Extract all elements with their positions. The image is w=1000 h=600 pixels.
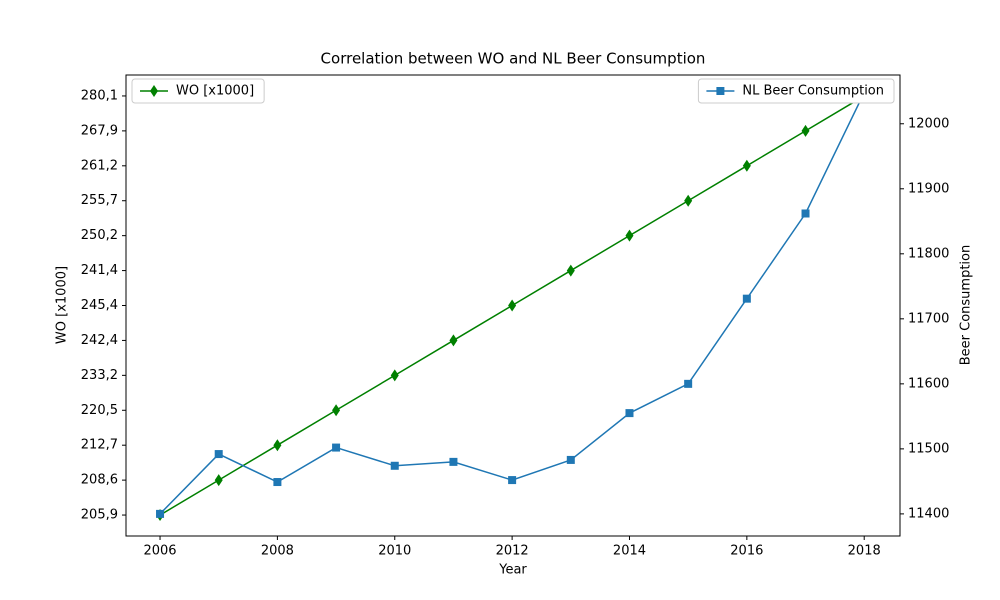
- marker: [625, 229, 634, 242]
- legend-box: [131, 78, 265, 104]
- marker: [508, 476, 517, 485]
- x-tick-label: 2012: [496, 544, 529, 559]
- marker: [508, 299, 517, 312]
- y-tick-label: 250,2: [81, 228, 118, 243]
- marker: [214, 474, 223, 487]
- marker: [742, 159, 751, 172]
- y2-tick-label: 11900: [908, 181, 949, 196]
- x-tick-label: 2014: [613, 544, 646, 559]
- legend: WO [x1000]: [131, 78, 265, 104]
- marker: [390, 369, 399, 382]
- x-tick-label: 2008: [261, 544, 294, 559]
- x-tick-label: 2016: [730, 544, 763, 559]
- legend-label: NL Beer Consumption: [742, 84, 884, 99]
- x-axis-label: Year: [498, 563, 527, 578]
- marker: [566, 264, 575, 277]
- legend-label: WO [x1000]: [176, 84, 254, 99]
- y-axis-label: WO [x1000]: [55, 266, 70, 344]
- y-tick-label: 267,9: [81, 123, 118, 138]
- y-tick-label: 220,5: [81, 403, 118, 418]
- y2-axis-label: Beer Consumption: [959, 245, 974, 366]
- marker: [214, 450, 223, 459]
- marker: [332, 443, 341, 452]
- y2-tick-label: 11800: [908, 246, 949, 261]
- y-tick-label: 241,4: [81, 263, 118, 278]
- y2-tick-label: 12000: [908, 116, 949, 131]
- marker: [449, 334, 458, 347]
- y-tick-label: 233,2: [81, 368, 118, 383]
- marker: [566, 455, 575, 464]
- y2-tick-label: 11400: [908, 506, 949, 521]
- x-tick-label: 2006: [143, 544, 176, 559]
- marker: [332, 404, 341, 417]
- marker: [801, 124, 810, 137]
- y-tick-label: 242,4: [81, 333, 118, 348]
- marker: [150, 85, 158, 97]
- y-tick-label: 205,9: [81, 508, 118, 523]
- marker: [684, 379, 693, 388]
- y-tick-label: 212,7: [81, 438, 118, 453]
- chart-title: Correlation between WO and NL Beer Consu…: [321, 50, 706, 68]
- marker: [390, 461, 399, 470]
- marker: [742, 294, 751, 303]
- marker: [716, 87, 725, 95]
- x-tick-label: 2018: [848, 544, 881, 559]
- marker: [273, 478, 282, 487]
- marker: [273, 439, 282, 452]
- y-tick-label: 280,1: [81, 88, 118, 103]
- marker: [156, 509, 165, 518]
- y2-tick-label: 11600: [908, 376, 949, 391]
- y-tick-label: 255,7: [81, 193, 118, 208]
- y2-tick-label: 11700: [908, 311, 949, 326]
- marker: [625, 409, 634, 418]
- legend-box: [697, 78, 895, 104]
- x-tick-label: 2010: [378, 544, 411, 559]
- legend: NL Beer Consumption: [697, 78, 895, 104]
- marker: [801, 209, 810, 218]
- y-tick-label: 208,6: [81, 473, 118, 488]
- marker: [449, 457, 458, 466]
- y2-tick-label: 11500: [908, 441, 949, 456]
- y-tick-label: 245,4: [81, 298, 118, 313]
- marker: [684, 194, 693, 207]
- y-tick-label: 261,2: [81, 158, 118, 173]
